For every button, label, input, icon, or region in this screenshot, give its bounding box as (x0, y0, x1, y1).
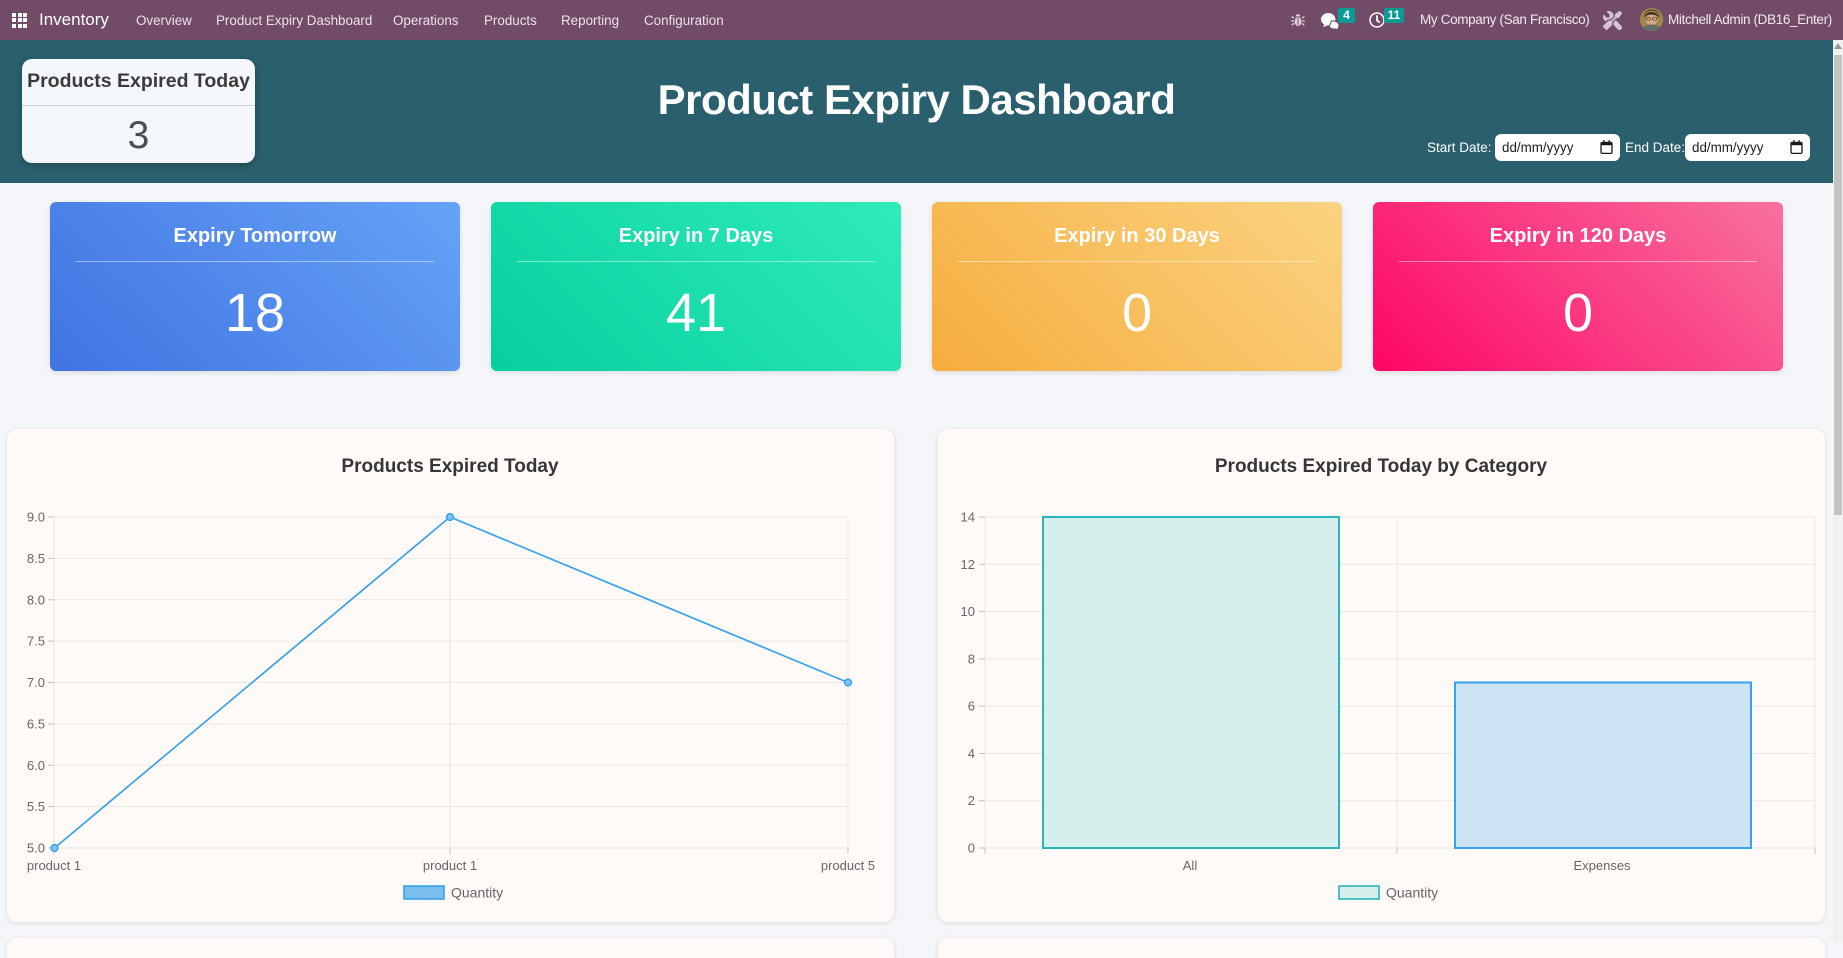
svg-text:5.5: 5.5 (27, 799, 45, 814)
svg-text:0: 0 (968, 841, 975, 856)
svg-text:6.0: 6.0 (27, 758, 45, 773)
svg-text:7.0: 7.0 (27, 675, 45, 690)
svg-text:product 1: product 1 (423, 858, 477, 873)
svg-text:4: 4 (968, 746, 975, 761)
svg-text:Products Expired Today by Cate: Products Expired Today by Category (1215, 456, 1548, 477)
svg-text:5.0: 5.0 (27, 841, 45, 856)
svg-text:8.0: 8.0 (27, 592, 45, 607)
svg-text:product 1: product 1 (27, 858, 81, 873)
svg-text:Products Expired Today: Products Expired Today (341, 456, 559, 477)
svg-text:8.5: 8.5 (27, 551, 45, 566)
svg-text:6: 6 (968, 699, 975, 714)
svg-text:product 5: product 5 (821, 858, 875, 873)
svg-text:7.5: 7.5 (27, 634, 45, 649)
svg-text:9.0: 9.0 (27, 510, 45, 525)
svg-text:6.5: 6.5 (27, 716, 45, 731)
svg-text:12: 12 (961, 557, 975, 572)
svg-text:2: 2 (968, 793, 975, 808)
svg-text:Expenses: Expenses (1573, 858, 1631, 873)
svg-text:Quantity: Quantity (451, 885, 503, 901)
svg-text:All: All (1183, 858, 1198, 873)
svg-text:10: 10 (961, 604, 975, 619)
svg-text:8: 8 (968, 651, 975, 666)
svg-text:Quantity: Quantity (1386, 885, 1438, 901)
svg-text:14: 14 (961, 510, 975, 525)
